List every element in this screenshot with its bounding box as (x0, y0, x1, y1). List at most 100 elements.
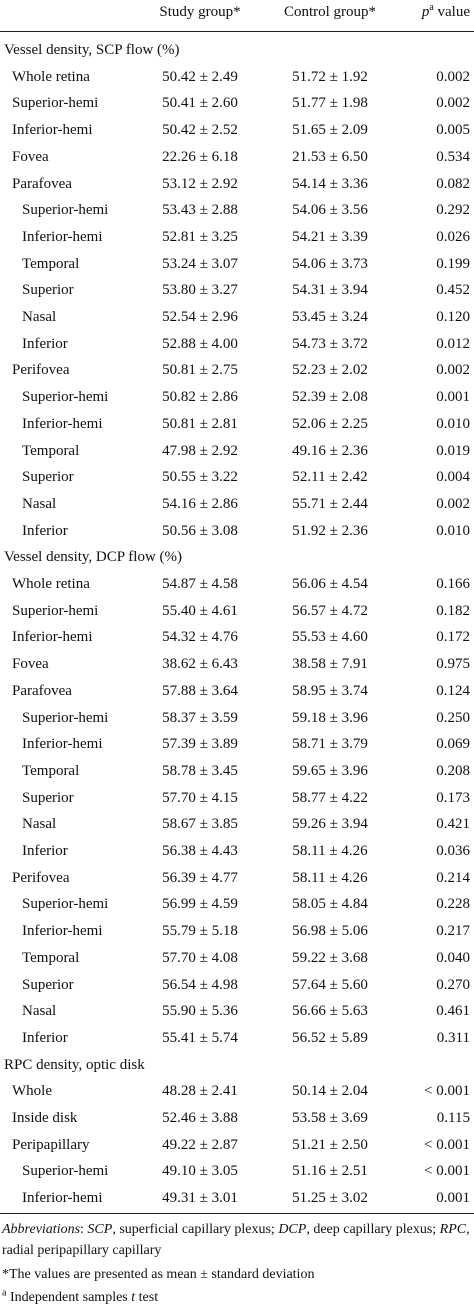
control-value: 58.95 ± 3.74 (292, 682, 368, 699)
p-value: 0.199 (436, 255, 470, 272)
footnote-text: *The values are presented as mean ± stan… (2, 1267, 315, 1283)
row-label: Superior (22, 789, 74, 806)
control-value: 56.66 ± 5.63 (292, 1003, 368, 1020)
study-value: 52.46 ± 3.88 (162, 1110, 238, 1126)
p-value: 0.124 (436, 682, 470, 699)
section-title: RPC density, optic disk (4, 1056, 145, 1073)
control-value: 57.64 ± 5.60 (292, 976, 368, 993)
control-value: 56.98 ± 5.06 (292, 923, 368, 940)
control-value: 51.92 ± 2.36 (292, 522, 368, 539)
control-value: 55.53 ± 4.60 (292, 629, 368, 646)
p-value: < 0.001 (424, 1163, 470, 1180)
section-title: Vessel density, DCP flow (%) (4, 549, 183, 566)
study-value: 53.24 ± 3.07 (162, 255, 238, 272)
p-value: 0.217 (436, 923, 470, 940)
control-value: 56.52 ± 5.89 (292, 1029, 368, 1046)
study-value: 57.88 ± 3.64 (162, 682, 238, 699)
row-label: Superior-hemi (12, 602, 99, 619)
row-label: Superior (22, 976, 74, 993)
row-label: Inferior (22, 335, 68, 352)
study-value: 58.67 ± 3.85 (162, 816, 238, 833)
control-value: 59.65 ± 3.96 (292, 762, 368, 779)
control-value: 54.14 ± 3.36 (292, 175, 368, 192)
study-value: 50.82 ± 2.86 (162, 389, 238, 406)
p-value: 0.001 (436, 389, 470, 406)
row-label: Inferior (22, 522, 68, 539)
study-value: 50.81 ± 2.81 (162, 415, 238, 432)
p-value: 0.002 (436, 495, 470, 512)
row-label: Nasal (22, 816, 57, 833)
control-value: 51.21 ± 2.50 (292, 1136, 368, 1153)
study-value: 47.98 ± 2.92 (162, 442, 238, 459)
p-value: 0.292 (436, 202, 470, 219)
study-value: 58.78 ± 3.45 (162, 762, 238, 779)
p-value: 0.172 (436, 629, 470, 646)
control-value: 50.14 ± 2.04 (292, 1083, 368, 1100)
p-value: 0.182 (436, 602, 470, 619)
p-value: 0.421 (436, 816, 470, 833)
control-value: 38.58 ± 7.91 (292, 656, 368, 673)
row-label: Inferior (22, 843, 68, 859)
row-label: Inside disk (12, 1110, 78, 1126)
row-label: Inferior-hemi (22, 1190, 103, 1207)
control-value: 51.25 ± 3.02 (292, 1190, 368, 1207)
footnote-text: : (80, 1222, 88, 1238)
study-value: 58.37 ± 3.59 (162, 709, 238, 726)
header-p: pa value (422, 3, 470, 21)
p-value: 0.036 (436, 843, 470, 859)
p-value: 0.250 (436, 709, 470, 726)
row-label: Nasal (22, 1003, 57, 1020)
control-value: 59.26 ± 3.94 (292, 816, 368, 833)
footnote-text: Abbreviations (2, 1222, 81, 1238)
header-control: Control group* (283, 4, 377, 20)
p-value: 0.002 (436, 95, 470, 112)
study-value: 52.54 ± 2.96 (162, 309, 238, 325)
study-value: 49.31 ± 3.01 (162, 1190, 238, 1207)
row-label: Fovea (12, 656, 49, 673)
row-label: Superior-hemi (22, 896, 109, 913)
p-value: 0.311 (436, 1029, 470, 1046)
row-label: Superior (22, 469, 74, 486)
p-value: 0.120 (436, 309, 470, 325)
table-page: Study group* Control group* pa value Vessel… (0, 3, 474, 1305)
row-label: Perifovea (12, 362, 70, 379)
footnote: Abbreviations: SCP, superficial capillar… (2, 1219, 472, 1261)
study-value: 55.79 ± 5.18 (162, 923, 238, 940)
rule (0, 31, 474, 32)
study-value: 50.42 ± 2.52 (162, 122, 238, 139)
study-value: 49.22 ± 2.87 (162, 1136, 238, 1153)
p-value: 0.214 (436, 869, 470, 886)
p-value: 0.010 (436, 415, 470, 432)
row-label: Nasal (22, 309, 57, 325)
p-value: 0.012 (436, 335, 470, 352)
p-value: 0.002 (436, 362, 470, 379)
control-value: 49.16 ± 2.36 (292, 442, 368, 459)
control-value: 53.58 ± 3.69 (292, 1110, 368, 1126)
row-label: Superior-hemi (12, 95, 99, 112)
row-label: Superior-hemi (22, 1163, 109, 1180)
study-value: 54.32 ± 4.76 (162, 629, 238, 646)
header-p-italic: p (421, 4, 430, 20)
control-value: 58.71 ± 3.79 (292, 736, 368, 753)
p-value: 0.975 (436, 656, 470, 673)
p-value: 0.005 (436, 122, 470, 139)
footnote-text: , deep capillary plexus; (306, 1222, 440, 1238)
row-label: Perifovea (12, 869, 70, 886)
control-value: 51.77 ± 1.98 (292, 95, 368, 112)
p-value: 0.228 (436, 896, 470, 913)
control-value: 51.72 ± 1.92 (292, 68, 368, 85)
control-value: 54.73 ± 3.72 (292, 335, 368, 352)
study-value: 57.39 ± 3.89 (162, 736, 238, 753)
p-value: 0.040 (436, 949, 470, 966)
control-value: 59.22 ± 3.68 (292, 949, 368, 966)
p-value: 0.010 (436, 522, 470, 539)
row-label: Whole retina (12, 576, 90, 592)
row-label: Nasal (22, 495, 57, 512)
row-label: Whole (12, 1083, 52, 1100)
row-label: Inferior-hemi (12, 122, 93, 139)
row-label: Superior-hemi (22, 389, 109, 406)
study-value: 56.39 ± 4.77 (162, 869, 238, 886)
row-label: Inferior-hemi (22, 736, 103, 753)
control-value: 52.06 ± 2.25 (292, 415, 368, 432)
study-value: 53.12 ± 2.92 (162, 175, 238, 192)
